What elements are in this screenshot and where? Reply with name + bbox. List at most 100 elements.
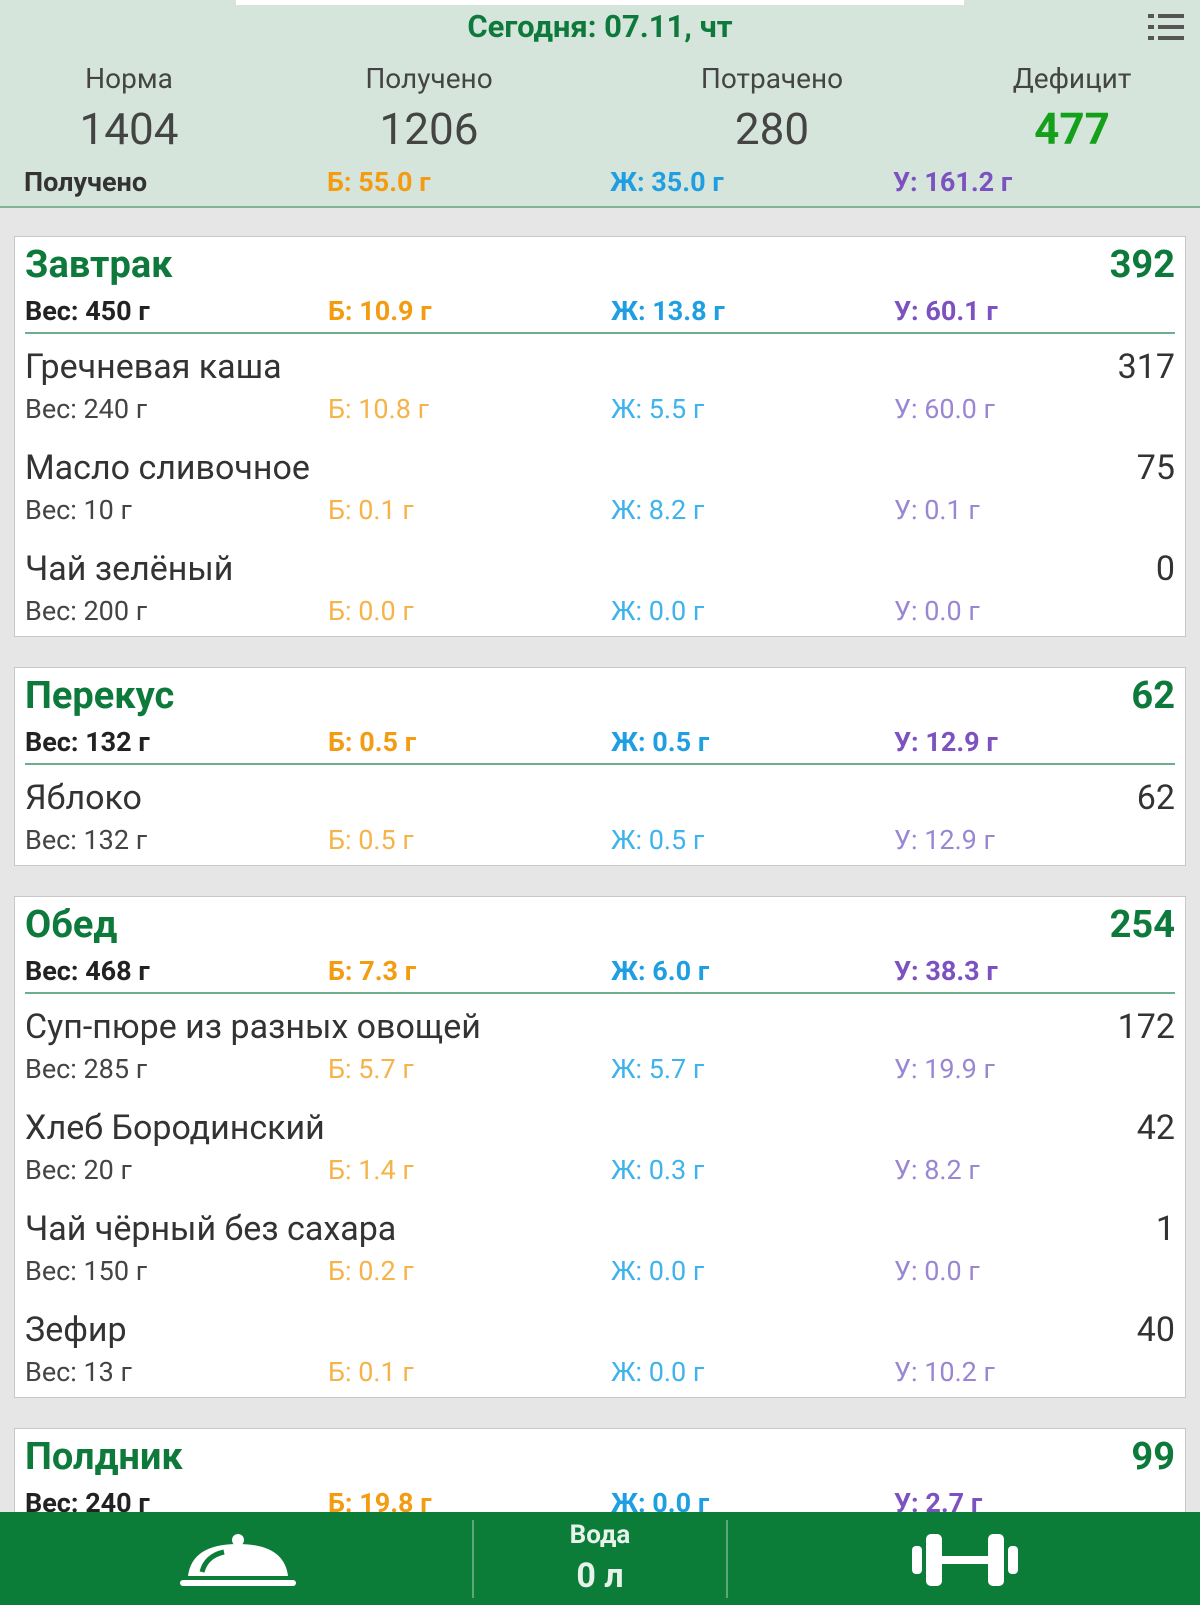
meal-divider (25, 763, 1175, 765)
food-fat: Ж: 5.7 г (611, 1053, 705, 1085)
meal-fat: Ж: 13.8 г (611, 295, 725, 327)
meal-protein: Б: 10.9 г (328, 295, 432, 327)
meal-divider (25, 332, 1175, 334)
meal-card[interactable]: Обед 254 Вес: 468 г Б: 7.3 г Ж: 6.0 г У: 38.3… (14, 896, 1186, 1398)
food-kcal: 0 (1155, 549, 1175, 589)
meal-kcal: 392 (1109, 243, 1175, 287)
food-name: Чай зелёный (25, 549, 234, 589)
divider (472, 1520, 474, 1598)
stat-label: Получено (365, 62, 493, 95)
food-protein: Б: 0.0 г (328, 595, 414, 627)
divider (726, 1520, 728, 1598)
meal-protein: Б: 7.3 г (328, 955, 417, 987)
food-weight: Вес: 13 г (25, 1356, 132, 1388)
meal-kcal: 254 (1109, 903, 1175, 947)
meal-card[interactable]: Полдник 99 Вес: 240 г Б: 19.8 г Ж: 0.0 г У: 2… (14, 1428, 1186, 1512)
food-kcal: 172 (1117, 1007, 1175, 1047)
food-name: Гречневая каша (25, 347, 282, 387)
food-protein: Б: 0.2 г (328, 1255, 414, 1287)
food-carbs: У: 19.9 г (894, 1053, 995, 1085)
food-carbs: У: 10.2 г (894, 1356, 995, 1388)
food-protein: Б: 10.8 г (328, 393, 429, 425)
food-fat: Ж: 0.0 г (611, 1356, 705, 1388)
stat-label: Норма (85, 62, 173, 95)
food-fat: Ж: 0.3 г (611, 1154, 705, 1186)
macro-label: Получено (24, 166, 148, 198)
meal-card[interactable]: Завтрак 392 Вес: 450 г Б: 10.9 г Ж: 13.8 г У:… (14, 236, 1186, 637)
stat-value: 280 (734, 103, 810, 155)
food-kcal: 75 (1136, 448, 1175, 488)
bottom-bar: Вода 0 л (0, 1512, 1200, 1605)
summary-header: Сегодня: 07.11, чт Норма 1404 Получено 1206 П… (0, 0, 1200, 208)
meal-protein: Б: 19.8 г (328, 1487, 432, 1512)
food-protein: Б: 0.5 г (328, 824, 414, 856)
date-title: Сегодня: 07.11, чт (467, 8, 733, 45)
food-kcal: 40 (1136, 1310, 1175, 1350)
food-kcal: 42 (1136, 1108, 1175, 1148)
food-carbs: У: 8.2 г (894, 1154, 980, 1186)
meal-name: Завтрак (25, 243, 173, 287)
food-carbs: У: 60.0 г (894, 393, 995, 425)
food-kcal: 317 (1117, 347, 1175, 387)
food-protein: Б: 0.1 г (328, 1356, 414, 1388)
food-carbs: У: 0.0 г (894, 1255, 980, 1287)
food-fat: Ж: 0.0 г (611, 595, 705, 627)
food-name: Чай чёрный без сахара (25, 1209, 397, 1249)
meal-protein: Б: 0.5 г (328, 726, 417, 758)
meal-divider (25, 992, 1175, 994)
meal-carbs: У: 38.3 г (894, 955, 998, 987)
fat-total: Ж: 35.0 г (610, 166, 724, 198)
carbs-total: У: 161.2 г (893, 166, 1013, 198)
meal-weight: Вес: 240 г (25, 1487, 150, 1512)
meal-kcal: 62 (1131, 674, 1175, 718)
food-carbs: У: 0.0 г (894, 595, 980, 627)
meal-carbs: У: 2.7 г (894, 1487, 983, 1512)
water-value: 0 л (576, 1556, 624, 1596)
meal-kcal: 99 (1131, 1435, 1175, 1479)
protein-total: Б: 55.0 г (327, 166, 431, 198)
workout-button[interactable] (910, 1532, 1020, 1588)
food-protein: Б: 1.4 г (328, 1154, 414, 1186)
food-name: Суп-пюре из разных овощей (25, 1007, 481, 1047)
food-fat: Ж: 0.0 г (611, 1255, 705, 1287)
food-name: Масло сливочное (25, 448, 310, 488)
food-weight: Вес: 240 г (25, 393, 148, 425)
food-name: Яблоко (25, 778, 142, 818)
stat-label: Дефицит (1012, 62, 1132, 95)
food-kcal: 1 (1155, 1209, 1175, 1249)
meal-button[interactable] (178, 1532, 298, 1592)
food-name: Хлеб Бородинский (25, 1108, 325, 1148)
stat-value: 1206 (379, 103, 479, 155)
stat-value: 1404 (79, 103, 179, 155)
food-protein: Б: 0.1 г (328, 494, 414, 526)
food-weight: Вес: 20 г (25, 1154, 132, 1186)
meal-name: Полдник (25, 1435, 183, 1479)
water-label: Вода (569, 1520, 631, 1550)
food-weight: Вес: 285 г (25, 1053, 148, 1085)
food-weight: Вес: 132 г (25, 824, 148, 856)
meal-card[interactable]: Перекус 62 Вес: 132 г Б: 0.5 г Ж: 0.5 г У: 12… (14, 667, 1186, 866)
meal-carbs: У: 12.9 г (894, 726, 998, 758)
menu-icon[interactable] (1148, 12, 1184, 42)
food-fat: Ж: 0.5 г (611, 824, 705, 856)
food-fat: Ж: 5.5 г (611, 393, 705, 425)
food-weight: Вес: 10 г (25, 494, 132, 526)
meal-carbs: У: 60.1 г (894, 295, 998, 327)
meal-list: Завтрак 392 Вес: 450 г Б: 10.9 г Ж: 13.8 г У:… (0, 210, 1200, 1512)
food-kcal: 62 (1136, 778, 1175, 818)
food-name: Зефир (25, 1310, 127, 1350)
meal-weight: Вес: 468 г (25, 955, 150, 987)
meal-fat: Ж: 0.0 г (611, 1487, 710, 1512)
food-carbs: У: 0.1 г (894, 494, 980, 526)
food-protein: Б: 5.7 г (328, 1053, 414, 1085)
search-bar-edge (236, 0, 964, 5)
meal-weight: Вес: 132 г (25, 726, 150, 758)
food-weight: Вес: 200 г (25, 595, 148, 627)
stat-label: Потрачено (700, 62, 844, 95)
meal-fat: Ж: 0.5 г (611, 726, 710, 758)
meal-name: Перекус (25, 674, 175, 718)
food-fat: Ж: 8.2 г (611, 494, 705, 526)
meal-name: Обед (25, 903, 118, 947)
food-weight: Вес: 150 г (25, 1255, 148, 1287)
